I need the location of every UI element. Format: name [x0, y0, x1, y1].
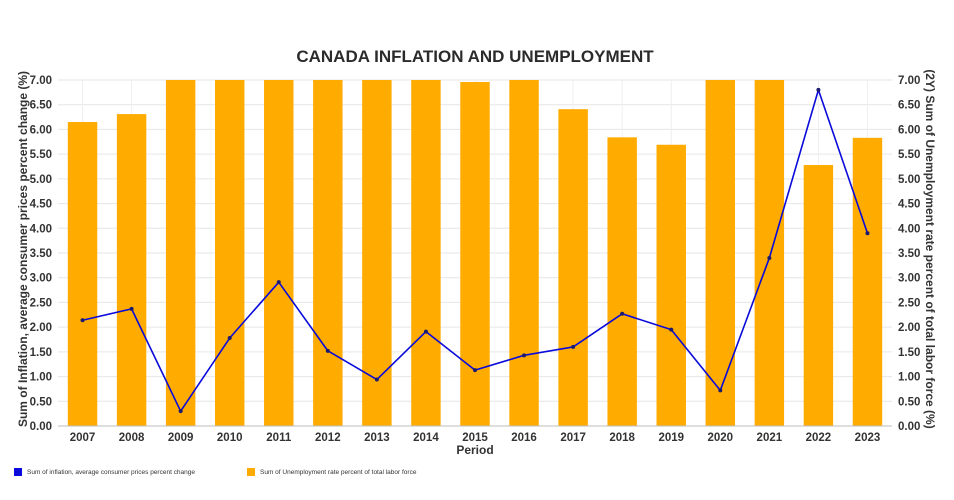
- legend-label-inflation: Sum of inflation, average consumer price…: [27, 468, 196, 476]
- legend-swatch-inflation: [14, 468, 22, 476]
- line-point: [227, 336, 232, 341]
- bar-series: [67, 80, 883, 427]
- line-point: [522, 353, 527, 358]
- x-tick: 2020: [707, 432, 733, 444]
- y-tick-left: 0.00: [30, 421, 52, 433]
- y-tick-right: 6.50: [898, 100, 920, 112]
- x-tick: 2015: [462, 432, 488, 444]
- bar: [754, 80, 785, 426]
- bar: [264, 80, 294, 426]
- line-point: [374, 377, 379, 382]
- x-tick: 2018: [609, 432, 635, 444]
- x-tick: 2023: [855, 432, 881, 444]
- y-tick-left: 2.50: [30, 297, 52, 309]
- line-point: [325, 348, 330, 353]
- y-tick-right: 5.00: [898, 174, 920, 186]
- x-axis-title: Period: [456, 443, 493, 457]
- x-tick: 2014: [413, 432, 439, 444]
- bar: [705, 80, 736, 426]
- y-tick-right: 0.50: [898, 396, 920, 408]
- x-tick: 2011: [266, 432, 292, 444]
- y-tick-right: 3.00: [898, 273, 920, 285]
- bar: [313, 80, 343, 426]
- bar: [67, 122, 98, 426]
- y-tick-right: 4.00: [898, 223, 920, 235]
- legend: Sum of inflation, average consumer price…: [0, 468, 954, 482]
- y-tick-left: 4.00: [30, 223, 52, 235]
- bar: [214, 80, 245, 426]
- line-point: [129, 306, 134, 311]
- legend-swatch-unemployment: [247, 468, 255, 476]
- y-tick-left: 2.00: [30, 322, 52, 334]
- y-tick-right: 3.50: [898, 248, 920, 260]
- line-point: [865, 231, 870, 236]
- x-tick: 2010: [217, 432, 243, 444]
- bar: [656, 144, 686, 426]
- legend-item-unemployment[interactable]: Sum of Unemployment rate percent of tota…: [247, 468, 416, 476]
- line-series: [80, 87, 870, 414]
- right-y-axis: 0.00 0.50 1.00 1.50 2.00 2.50 3.00 3.50 4.00 4.50…: [898, 75, 920, 433]
- bar: [165, 80, 196, 426]
- y-tick-right: 2.50: [898, 297, 920, 309]
- x-axis: 2007 2008 2009 2010 2011 2012 2013 2014 2015 2016…: [58, 425, 892, 444]
- line-point: [473, 368, 477, 373]
- line-point: [620, 311, 625, 316]
- y-tick-left: 3.00: [30, 273, 52, 285]
- y-tick-right: 1.00: [898, 372, 920, 384]
- line-point: [423, 329, 428, 334]
- y-tick-left: 0.50: [30, 396, 52, 408]
- x-tick: 2022: [806, 432, 832, 444]
- x-tick: 2009: [168, 432, 194, 444]
- y-tick-right: 2.00: [898, 322, 920, 334]
- x-tick: 2012: [315, 432, 341, 444]
- x-tick: 2016: [511, 432, 537, 444]
- y-tick-right: 5.50: [898, 149, 920, 161]
- y-tick-right: 7.00: [898, 75, 920, 87]
- y-tick-left: 6.00: [30, 124, 52, 136]
- y-tick-left: 5.00: [30, 174, 52, 186]
- x-tick: 2013: [364, 432, 390, 444]
- y-tick-right: 0.00: [898, 421, 920, 433]
- line-point: [816, 87, 821, 92]
- x-tick: 2021: [757, 432, 783, 444]
- y-tick-left: 1.00: [30, 372, 52, 384]
- bar: [411, 80, 441, 426]
- line-point: [276, 280, 281, 285]
- bar: [558, 109, 588, 427]
- left-y-axis-title: Sum of Inflation, average consumer price…: [16, 71, 30, 427]
- bar: [460, 81, 490, 426]
- bar: [116, 114, 147, 426]
- chart-title: CANADA INFLATION AND UNEMPLOYMENT: [296, 47, 654, 66]
- line-point: [669, 327, 674, 332]
- x-tick: 2008: [119, 432, 145, 444]
- y-tick-left: 4.50: [30, 199, 52, 211]
- line-point: [767, 255, 772, 260]
- y-tick-right: 6.00: [898, 124, 920, 136]
- y-tick-left: 7.00: [30, 75, 52, 87]
- right-y-axis-title: (2Y) Sum of Unemployment rate percent of…: [923, 69, 937, 428]
- line-point: [80, 318, 85, 323]
- bar: [852, 137, 883, 426]
- y-tick-right: 4.50: [898, 199, 920, 211]
- bar: [362, 80, 392, 426]
- x-tick: 2017: [560, 432, 586, 444]
- legend-item-inflation[interactable]: Sum of inflation, average consumer price…: [14, 468, 195, 476]
- left-y-axis: 0.00 0.50 1.00 1.50 2.00 2.50 3.00 3.50 4.00 4.50…: [30, 75, 52, 433]
- bar: [509, 80, 539, 426]
- y-tick-left: 5.50: [30, 149, 52, 161]
- y-tick-left: 6.50: [30, 100, 52, 112]
- legend-label-unemployment: Sum of Unemployment rate percent of tota…: [260, 468, 417, 476]
- line-point: [718, 388, 723, 393]
- bar: [803, 165, 834, 426]
- y-tick-right: 1.50: [898, 347, 920, 359]
- x-tick: 2007: [70, 432, 96, 444]
- line-point: [571, 344, 576, 349]
- line-point: [178, 409, 183, 414]
- x-tick: 2019: [658, 432, 684, 444]
- y-tick-left: 3.50: [30, 248, 52, 260]
- y-tick-left: 1.50: [30, 347, 52, 359]
- bar: [607, 137, 637, 426]
